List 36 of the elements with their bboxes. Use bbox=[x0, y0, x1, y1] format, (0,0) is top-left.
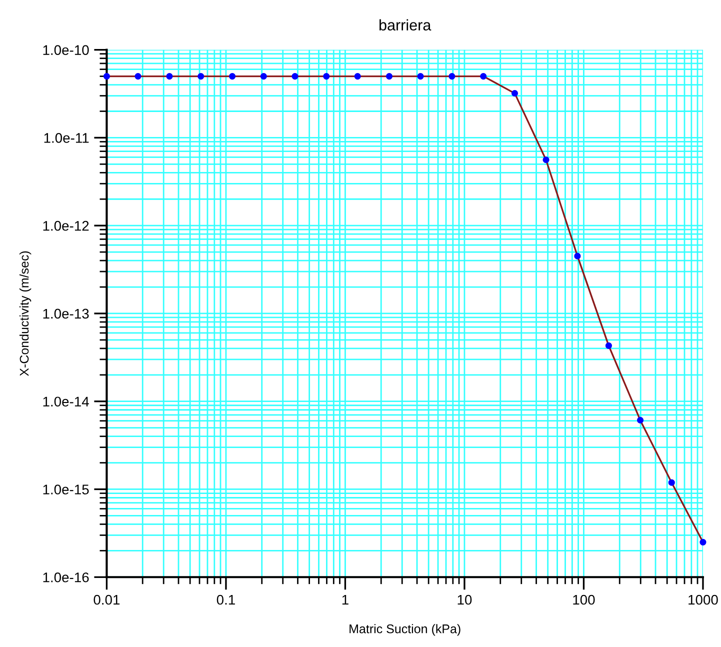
point bbox=[354, 72, 361, 80]
point bbox=[198, 72, 204, 80]
x-tick-label: 100 bbox=[573, 594, 595, 605]
y-tick-label: 1.0e-13 bbox=[43, 308, 89, 319]
y-tick-label: 1.0e-14 bbox=[43, 396, 89, 407]
point bbox=[292, 72, 298, 80]
point bbox=[386, 72, 393, 80]
x-tick-label: 1 bbox=[342, 594, 348, 605]
x-axis-title: Matric Suction (kPa) bbox=[350, 624, 460, 636]
y-tick-label: 1.0e-16 bbox=[43, 572, 89, 582]
point bbox=[605, 342, 612, 349]
y-tick-label: 1.0e-10 bbox=[43, 45, 89, 55]
point bbox=[166, 72, 173, 80]
y-tick-label: 1.0e-12 bbox=[43, 220, 89, 231]
point bbox=[448, 72, 456, 80]
point bbox=[542, 156, 550, 164]
x-tick-label: 0.01 bbox=[94, 594, 120, 605]
point bbox=[103, 72, 110, 80]
chart-title: barriera bbox=[380, 19, 432, 31]
point bbox=[636, 416, 644, 424]
point bbox=[668, 479, 675, 486]
point bbox=[417, 72, 424, 80]
point bbox=[574, 252, 581, 260]
point bbox=[323, 72, 330, 80]
y-tick-label: 1.0e-11 bbox=[44, 133, 89, 143]
x-tick-label: 1000 bbox=[688, 594, 718, 605]
x-tick-label: 10 bbox=[458, 594, 472, 605]
point bbox=[480, 72, 487, 80]
point bbox=[700, 538, 706, 546]
x-tick-label: 0.1 bbox=[216, 594, 235, 605]
y-tick-label: 1.0e-15 bbox=[43, 484, 89, 494]
point bbox=[229, 72, 236, 80]
point bbox=[260, 72, 267, 80]
point bbox=[134, 72, 142, 80]
y-axis-title: X-Conductivity (m/sec) bbox=[19, 251, 32, 376]
point bbox=[511, 90, 518, 97]
